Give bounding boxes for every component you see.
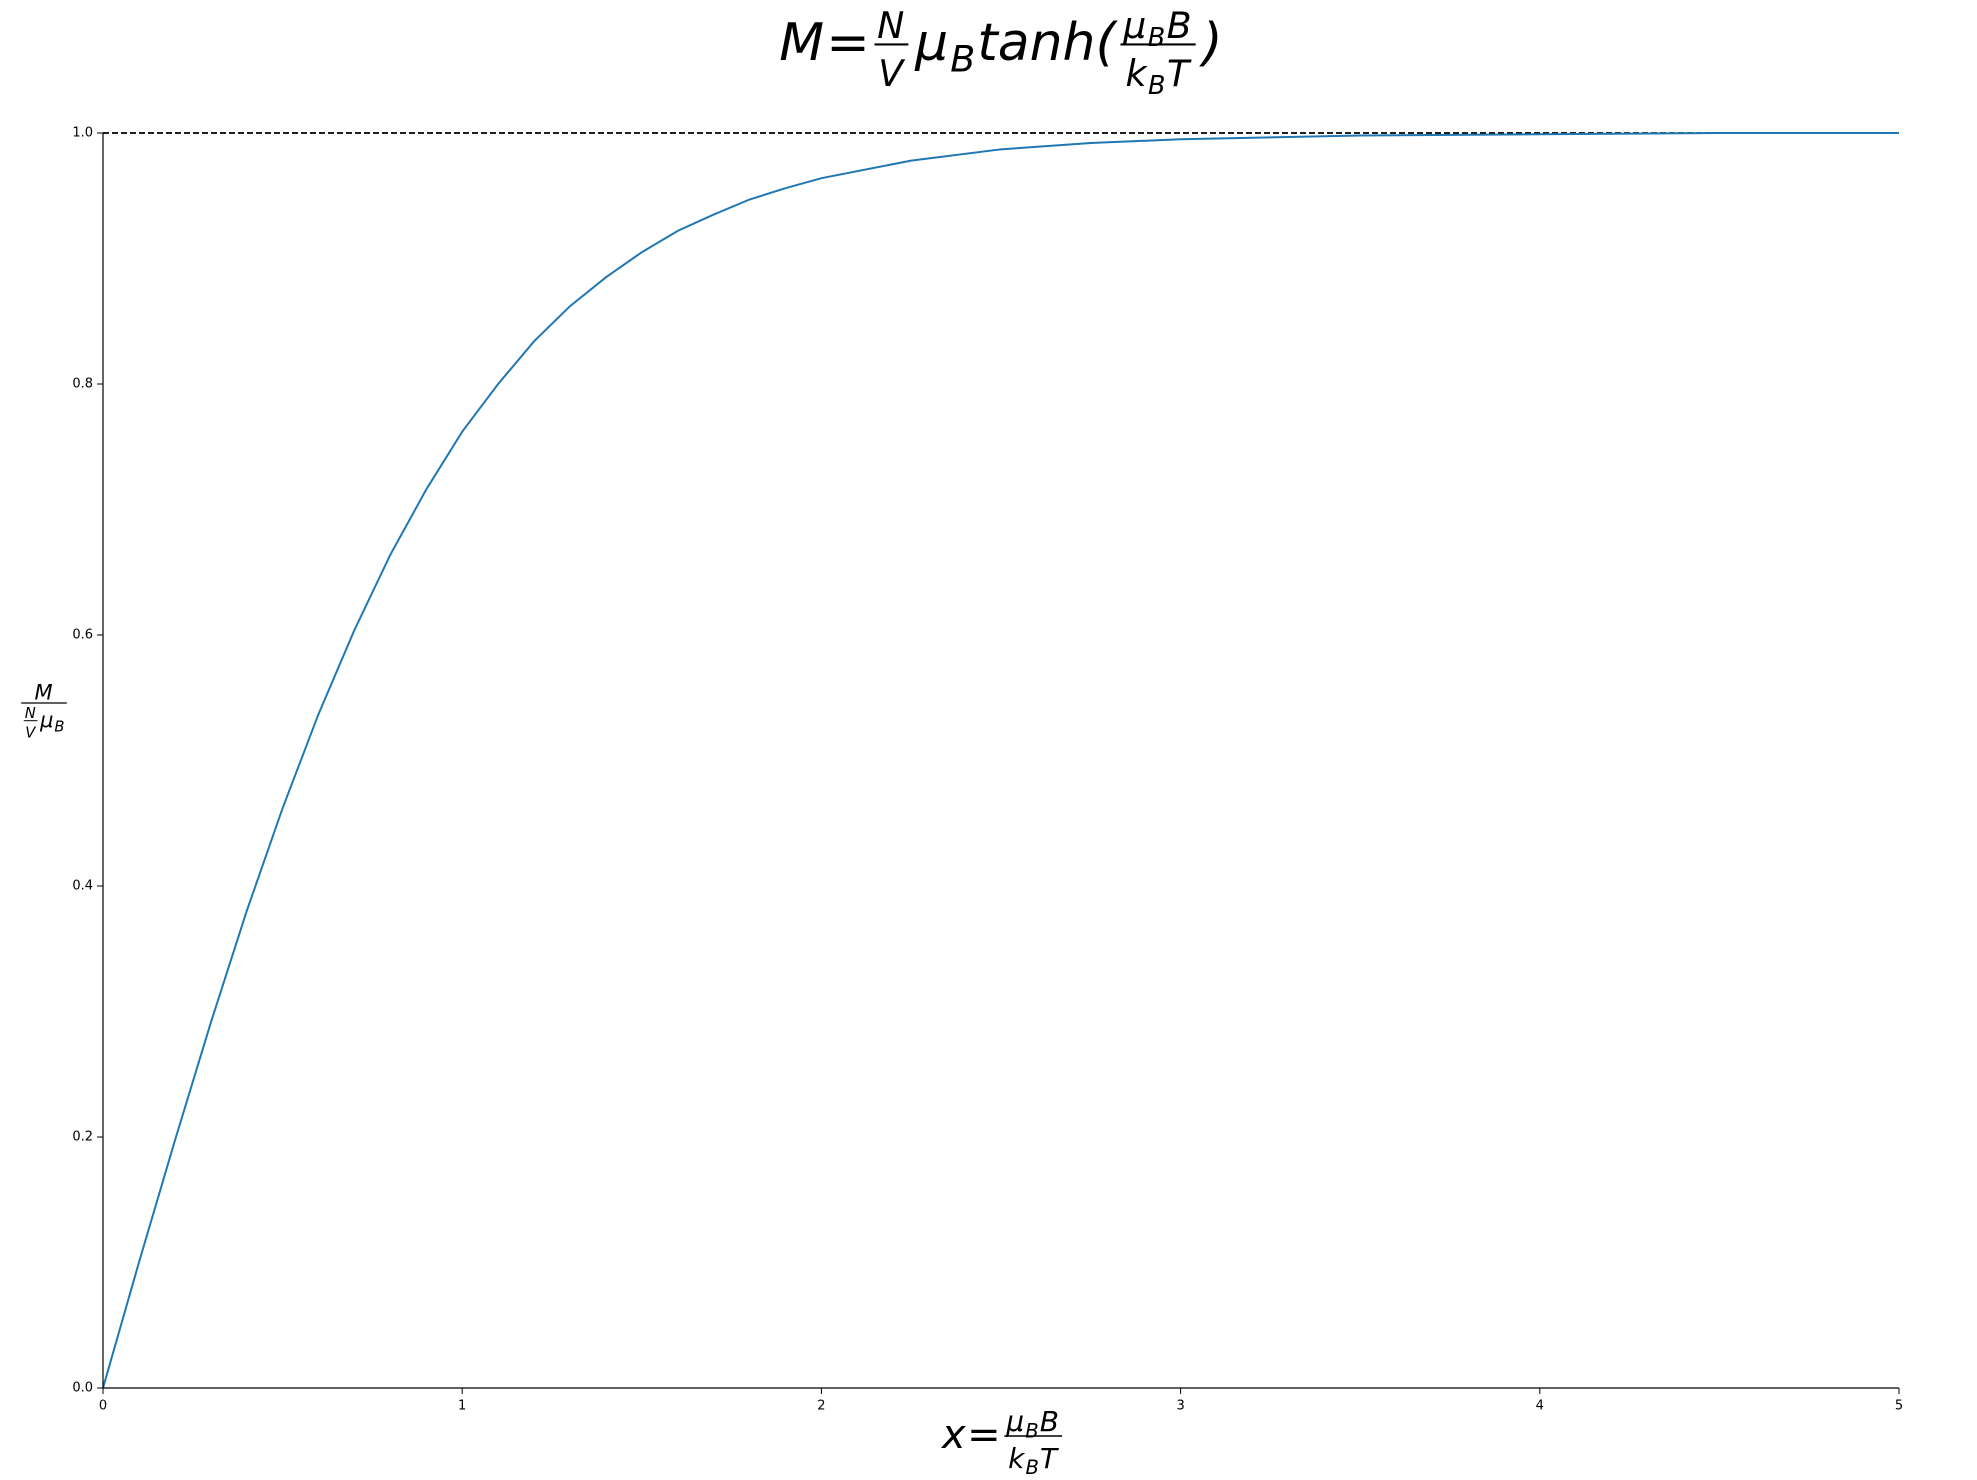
math-text: B xyxy=(1167,4,1192,47)
x-tick-label: 2 xyxy=(817,1399,825,1414)
fraction-denominator: V xyxy=(878,52,906,95)
math-text: ) xyxy=(1198,13,1222,73)
fraction-denominator: NVμ B xyxy=(23,705,64,742)
x-tick-label: 3 xyxy=(1176,1399,1184,1414)
math-text: μ xyxy=(39,708,53,732)
math-text: k xyxy=(1008,1442,1026,1475)
y-tick-label: 1.0 xyxy=(72,126,93,141)
y-tick-label: 0.6 xyxy=(72,628,93,643)
math-text: = xyxy=(967,1412,1001,1458)
fraction-numerator: N xyxy=(877,4,904,47)
math-text: μ xyxy=(1005,1405,1024,1438)
y-tick-label: 0.0 xyxy=(72,1381,93,1396)
math-subscript: B xyxy=(1148,23,1165,53)
math-text: M xyxy=(35,680,53,704)
math-text: N xyxy=(25,705,36,722)
math-text: V xyxy=(25,725,36,742)
math-text: x xyxy=(940,1412,966,1458)
math-text: tanh( xyxy=(977,13,1118,73)
fraction-numerator: N xyxy=(25,705,36,722)
math-text: T xyxy=(1167,52,1192,95)
y-tick-label: 0.4 xyxy=(72,879,93,894)
fraction-denominator: V xyxy=(25,725,36,742)
math-text: μ xyxy=(914,13,948,73)
math-subscript: B xyxy=(1148,71,1165,101)
x-tick-label: 1 xyxy=(458,1399,466,1414)
math-text: M xyxy=(779,13,824,73)
math-text: N xyxy=(877,4,904,47)
math-subscript: B xyxy=(950,37,975,80)
math-subscript: B xyxy=(54,719,64,736)
math-text: T xyxy=(1040,1442,1059,1475)
y-tick-label: 0.8 xyxy=(72,377,93,392)
math-subscript: B xyxy=(1025,1456,1038,1479)
math-subscript: B xyxy=(1025,1419,1038,1442)
x-tick-label: 5 xyxy=(1895,1399,1903,1414)
x-tick-label: 0 xyxy=(99,1399,107,1414)
math-text: B xyxy=(1040,1405,1059,1438)
x-axis-label: x = μ B Bk B T xyxy=(940,1405,1063,1479)
math-text: = xyxy=(826,13,870,73)
math-text: V xyxy=(878,52,906,95)
fraction-numerator: M xyxy=(35,680,53,704)
data-line xyxy=(102,132,1899,1389)
y-tick-label: 0.2 xyxy=(72,1130,93,1145)
math-text: k xyxy=(1126,52,1149,95)
x-tick-label: 4 xyxy=(1536,1399,1544,1414)
math-text: μ xyxy=(1122,4,1146,47)
